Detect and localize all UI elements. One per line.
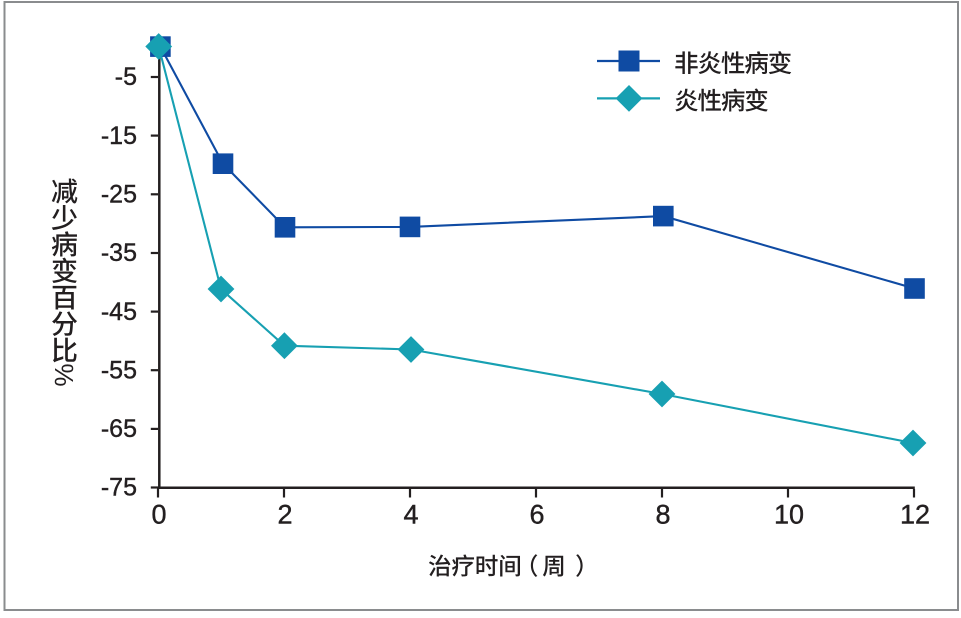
- svg-text:2: 2: [277, 500, 292, 530]
- svg-text:-45: -45: [101, 298, 137, 326]
- svg-text:-5: -5: [115, 63, 137, 91]
- svg-text:-35: -35: [101, 239, 137, 267]
- svg-text:-25: -25: [101, 181, 137, 209]
- svg-text:12: 12: [900, 500, 930, 530]
- svg-text:4: 4: [403, 500, 418, 530]
- svg-text:-65: -65: [101, 415, 137, 443]
- svg-text:6: 6: [529, 500, 544, 530]
- svg-text:0: 0: [151, 500, 166, 530]
- svg-text:-75: -75: [101, 474, 137, 502]
- svg-text:8: 8: [655, 500, 670, 530]
- svg-text:-55: -55: [101, 356, 137, 384]
- svg-text:%: %: [49, 363, 79, 386]
- svg-text:-15: -15: [101, 122, 137, 150]
- svg-text:10: 10: [774, 500, 804, 530]
